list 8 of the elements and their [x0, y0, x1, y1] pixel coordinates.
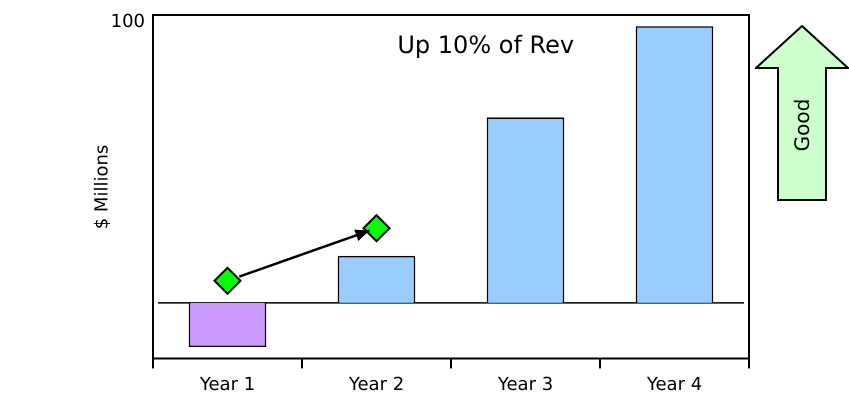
x-tick-label: Year 1 [198, 374, 256, 395]
text: 100 [110, 11, 145, 32]
x-tick-label: Year 3 [496, 374, 554, 395]
annotation: Up 10% of Rev [397, 31, 574, 59]
x-tick-label: Year 2 [348, 374, 404, 395]
x-tick-label: Year 4 [646, 374, 702, 395]
y-axis-title: $ Millions [92, 144, 112, 229]
text: Good [790, 98, 814, 152]
